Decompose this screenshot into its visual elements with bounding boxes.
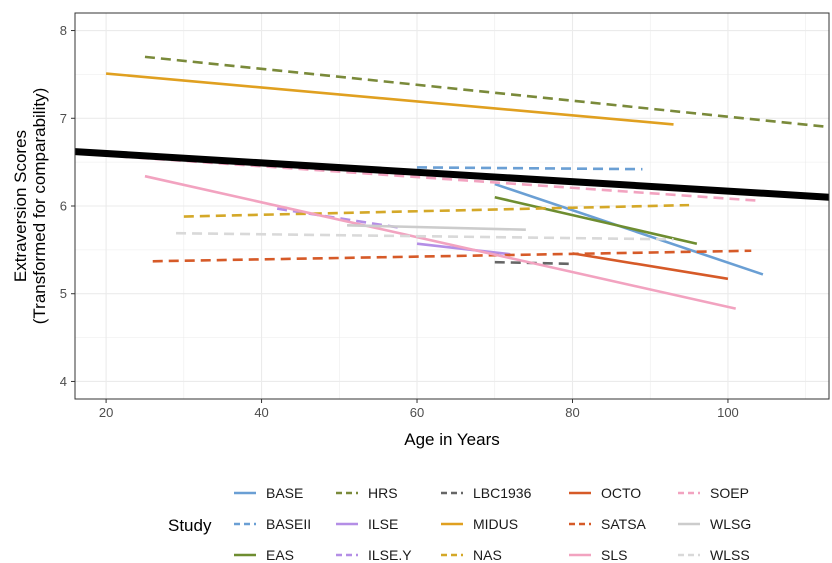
legend-label-ilse: ILSE	[368, 516, 398, 532]
legend-label-soep: SOEP	[710, 485, 749, 501]
x-tick-label: 60	[410, 405, 424, 420]
legend-label-lbc1936: LBC1936	[473, 485, 532, 501]
legend: BASE BASEII EAS HRS ILSE ILSE.Y LBC1936 MIDUS NA…	[234, 485, 751, 563]
y-axis-title-line1: Extraversion Scores	[11, 130, 30, 282]
legend-label-baseii: BASEII	[266, 516, 311, 532]
series-lines	[74, 55, 830, 310]
y-tick-label: 7	[60, 111, 67, 126]
series-line-satsa	[152, 249, 752, 263]
legend-label-sls: SLS	[601, 547, 627, 563]
legend-label-eas: EAS	[266, 547, 294, 563]
series-line-octo	[572, 252, 729, 281]
legend-label-midus: MIDUS	[473, 516, 518, 532]
legend-label-nas: NAS	[473, 547, 502, 563]
y-tick-label: 6	[60, 199, 67, 214]
legend-title: Study	[168, 516, 212, 535]
legend-label-satsa: SATSA	[601, 516, 647, 532]
x-axis-title: Age in Years	[404, 430, 499, 449]
overall-trend-line	[74, 148, 830, 201]
series-line-ilse-y	[276, 207, 402, 230]
legend-label-ilse-y: ILSE.Y	[368, 547, 412, 563]
y-tick-label: 5	[60, 286, 67, 301]
series-line-sls	[144, 174, 737, 310]
y-axis-title-line2: (Transformed for comparability)	[30, 88, 49, 325]
legend-label-base: BASE	[266, 485, 303, 501]
series-line-baseii	[417, 166, 643, 171]
legend-label-hrs: HRS	[368, 485, 398, 501]
y-axis-ticks: 4 5 6 7 8	[60, 23, 75, 389]
legend-label-wlss: WLSS	[710, 547, 750, 563]
x-tick-label: 100	[717, 405, 739, 420]
x-axis-ticks: 20 40 60 80 100	[99, 399, 739, 420]
x-tick-label: 20	[99, 405, 113, 420]
y-axis-title: Extraversion Scores (Transformed for com…	[11, 88, 49, 325]
series-line-hrs	[144, 55, 830, 129]
series-line-wlsg	[347, 224, 526, 231]
grid	[75, 13, 829, 399]
series-line-ilse	[416, 242, 511, 256]
x-tick-label: 40	[254, 405, 268, 420]
series-line-eas	[494, 195, 698, 245]
legend-label-octo: OCTO	[601, 485, 641, 501]
y-tick-label: 4	[60, 374, 67, 389]
series-line-midus	[105, 72, 674, 126]
series-line-wlss	[176, 231, 674, 241]
y-tick-label: 8	[60, 23, 67, 38]
x-tick-label: 80	[565, 405, 579, 420]
legend-label-wlsg: WLSG	[710, 516, 751, 532]
series-line-nas	[183, 203, 690, 218]
